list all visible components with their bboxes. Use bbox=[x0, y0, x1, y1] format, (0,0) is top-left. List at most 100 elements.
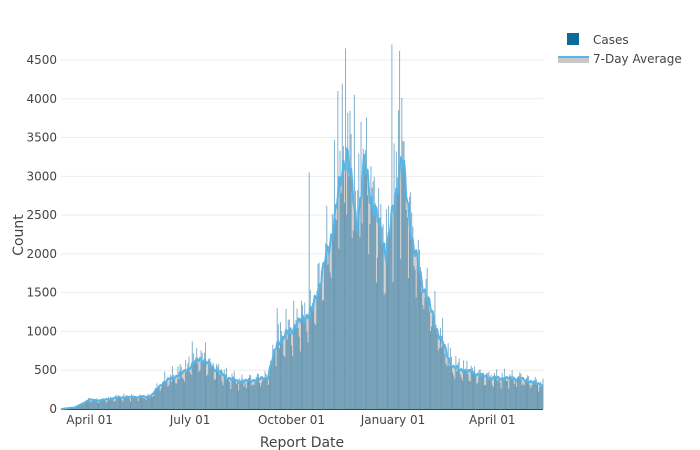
case-bar bbox=[165, 380, 167, 409]
case-bar bbox=[514, 380, 516, 409]
case-bar bbox=[298, 336, 300, 409]
case-bar bbox=[83, 404, 85, 409]
case-bar bbox=[400, 258, 402, 409]
avg-line bbox=[60, 147, 544, 410]
case-bar bbox=[507, 380, 509, 409]
case-bar bbox=[338, 248, 340, 409]
case-bar bbox=[373, 176, 375, 409]
case-bar bbox=[538, 391, 540, 409]
case-bar bbox=[368, 254, 370, 409]
case-bar bbox=[353, 94, 355, 410]
case-bar bbox=[405, 210, 407, 409]
case-bar bbox=[92, 399, 94, 409]
case-bar bbox=[466, 360, 468, 409]
case-bar bbox=[450, 356, 452, 409]
case-bar bbox=[100, 399, 102, 409]
case-bar bbox=[436, 334, 438, 409]
case-bar bbox=[521, 385, 523, 409]
case-bar bbox=[82, 404, 84, 409]
case-bar bbox=[411, 212, 413, 409]
case-bar bbox=[127, 397, 129, 409]
case-bar bbox=[205, 342, 206, 409]
x-tick-label: April 01 bbox=[66, 413, 113, 427]
case-bar bbox=[395, 151, 397, 409]
case-bar bbox=[465, 369, 467, 409]
case-bar bbox=[377, 257, 379, 409]
case-bar bbox=[517, 376, 519, 409]
case-bar bbox=[240, 380, 242, 409]
case-bar bbox=[102, 398, 104, 409]
case-bar bbox=[144, 398, 146, 409]
case-bar bbox=[313, 304, 315, 409]
case-bar bbox=[347, 112, 349, 410]
case-bar bbox=[136, 397, 138, 409]
case-bar bbox=[126, 396, 128, 409]
case-bar bbox=[146, 397, 148, 409]
case-bar bbox=[278, 348, 280, 409]
case-bar bbox=[291, 345, 292, 409]
case-bar bbox=[513, 384, 515, 409]
case-bar bbox=[122, 401, 124, 409]
case-bar bbox=[263, 377, 265, 409]
case-bar bbox=[90, 402, 92, 409]
case-bar bbox=[350, 133, 352, 410]
case-bar bbox=[101, 399, 103, 409]
case-bar bbox=[441, 347, 442, 409]
case-bar bbox=[297, 328, 299, 409]
case-bar bbox=[189, 372, 191, 409]
legend-item-7-day-average[interactable]: 7-Day Average bbox=[558, 52, 682, 66]
case-bar bbox=[200, 350, 202, 409]
case-bar bbox=[542, 378, 544, 409]
case-bar bbox=[162, 382, 163, 409]
case-bar bbox=[327, 264, 329, 409]
case-bar bbox=[212, 363, 214, 409]
case-bar bbox=[427, 298, 429, 409]
case-bar bbox=[416, 265, 418, 409]
y-tick-label: 500 bbox=[34, 363, 57, 377]
case-bar bbox=[145, 399, 147, 409]
case-bar bbox=[324, 260, 326, 409]
case-bar bbox=[433, 318, 435, 409]
case-bar bbox=[384, 293, 386, 409]
case-bar bbox=[535, 379, 537, 409]
case-bar bbox=[307, 342, 309, 409]
case-bar bbox=[490, 374, 492, 409]
case-bar bbox=[332, 223, 334, 409]
case-bar bbox=[180, 366, 182, 409]
case-bar bbox=[449, 347, 451, 409]
case-bar bbox=[232, 378, 234, 409]
case-bar bbox=[372, 181, 374, 409]
case-bar bbox=[328, 245, 330, 409]
case-bar bbox=[148, 394, 150, 409]
case-bar bbox=[84, 401, 86, 409]
case-bar bbox=[420, 267, 422, 409]
case-bar bbox=[207, 374, 209, 409]
case-bar bbox=[399, 50, 401, 409]
case-bar bbox=[294, 324, 296, 409]
case-bar bbox=[285, 308, 287, 409]
case-bar bbox=[446, 366, 448, 409]
legend-item-cases[interactable]: Cases bbox=[567, 33, 629, 47]
case-bar bbox=[434, 291, 436, 409]
case-bar bbox=[421, 291, 423, 409]
case-bar bbox=[134, 395, 136, 409]
case-bar bbox=[304, 302, 306, 409]
case-bar bbox=[415, 297, 417, 409]
case-bar bbox=[510, 376, 512, 409]
case-bar bbox=[124, 396, 126, 409]
case-bar bbox=[435, 324, 437, 409]
case-bar bbox=[525, 377, 527, 409]
case-bar bbox=[271, 365, 273, 409]
case-bar bbox=[235, 383, 237, 409]
case-bar bbox=[238, 390, 240, 409]
case-bar bbox=[430, 331, 431, 409]
case-bar bbox=[159, 390, 161, 409]
case-bar bbox=[80, 403, 82, 409]
case-bar bbox=[464, 369, 466, 409]
case-bar bbox=[277, 324, 279, 409]
case-bar bbox=[245, 388, 247, 409]
case-bar bbox=[252, 384, 254, 409]
case-bar bbox=[174, 380, 176, 409]
case-bar bbox=[242, 378, 244, 409]
case-bar bbox=[147, 394, 149, 409]
